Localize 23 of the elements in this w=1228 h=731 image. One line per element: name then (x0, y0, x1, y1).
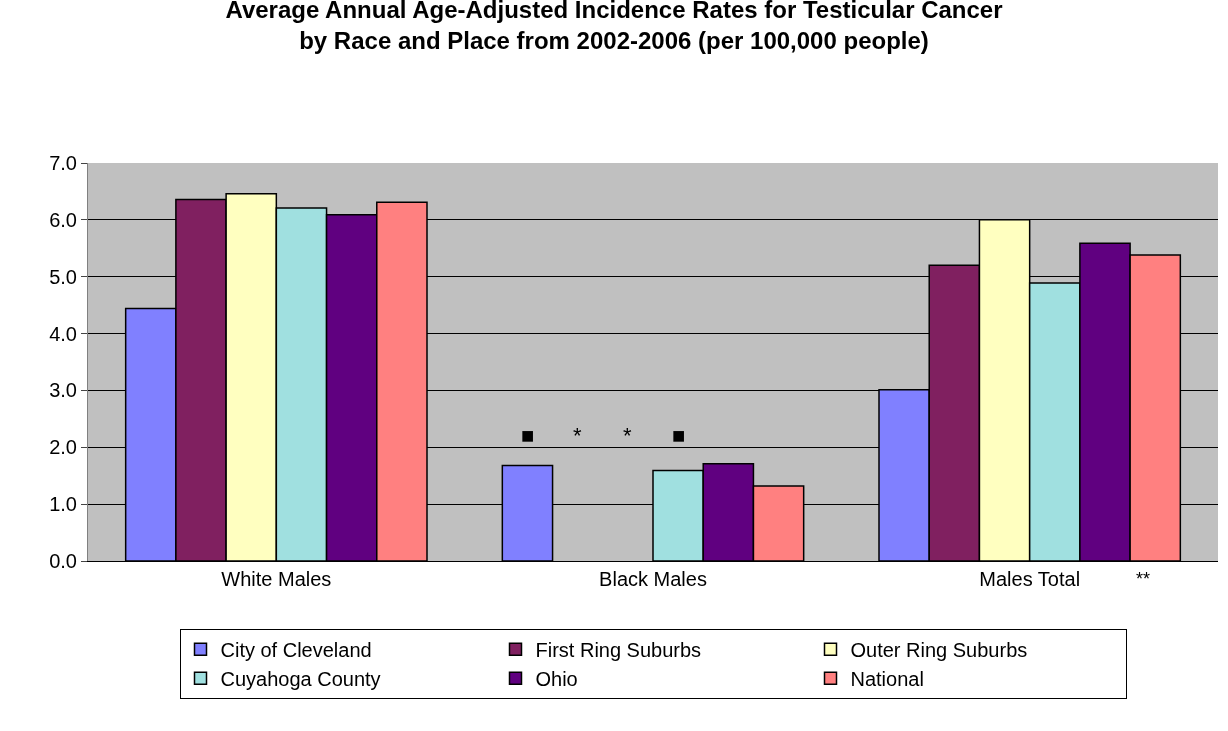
y-tick-label: 0.0 (49, 550, 77, 572)
legend-label: Ohio (535, 667, 578, 690)
chart-title: Average Annual Age-Adjusted Incidence Rates for Testicular Cancer by Race and Place from 2002-2006 (per 100,000 people) (225, 0, 1003, 55)
y-tick-label: 4.0 (49, 322, 77, 345)
legend-label: City of Cleveland (220, 638, 372, 661)
x-tick-label: White Males (221, 568, 332, 590)
y-tick-label: 2.0 (49, 436, 77, 459)
text: * (623, 423, 632, 448)
y-tick-label: 5.0 (49, 265, 77, 288)
legend-label: National (850, 667, 924, 690)
y-tick-label: 3.0 (49, 379, 77, 402)
y-tick-label: 6.0 (49, 208, 77, 231)
data-label: ■ (672, 423, 686, 448)
x-tick-label: Males Total (979, 568, 1081, 590)
legend-label: Cuyahoga County (220, 667, 381, 690)
y-tick-label: 1.0 (49, 493, 77, 516)
legend-label: Outer Ring Suburbs (850, 638, 1028, 661)
x-tick-label: Black Males (599, 568, 707, 590)
y-tick-label: 7.0 (49, 152, 77, 174)
legend-label: First Ring Suburbs (535, 638, 702, 661)
text: * (573, 423, 582, 448)
text: ** (1136, 569, 1151, 589)
data-label: ■ (521, 423, 535, 448)
